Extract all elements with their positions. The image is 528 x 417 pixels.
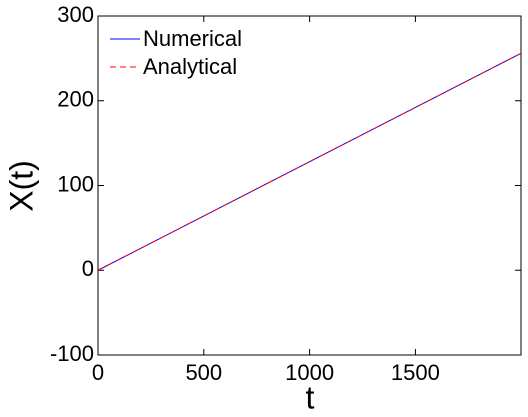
x-tick-label: 0 bbox=[92, 360, 104, 385]
series-line bbox=[97, 52, 522, 271]
y-tick-label: 100 bbox=[57, 171, 94, 196]
y-tick-label: 200 bbox=[57, 87, 94, 112]
y-axis-label: X(t) bbox=[3, 160, 39, 212]
x-tick-label: 1500 bbox=[391, 360, 440, 385]
y-tick-label: 0 bbox=[82, 256, 94, 281]
y-tick-label: 300 bbox=[57, 2, 94, 27]
x-tick-label: 500 bbox=[185, 360, 222, 385]
legend-label: Analytical bbox=[143, 54, 237, 79]
x-tick-label: 1000 bbox=[285, 360, 334, 385]
axes-box bbox=[97, 15, 522, 356]
x-axis-label: t bbox=[306, 379, 315, 415]
y-tick-label: -100 bbox=[50, 341, 94, 366]
legend-label: Numerical bbox=[143, 26, 242, 51]
